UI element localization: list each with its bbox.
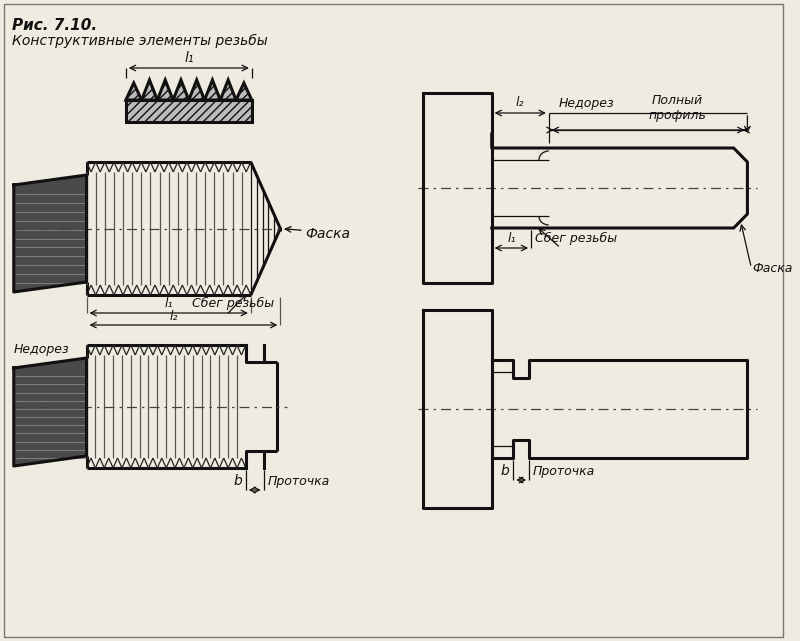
Bar	[126, 100, 252, 122]
Text: Фаска: Фаска	[305, 226, 350, 240]
Text: Рис. 7.10.: Рис. 7.10.	[12, 18, 97, 33]
Text: Проточка: Проточка	[533, 465, 595, 478]
Polygon shape	[14, 358, 86, 466]
Polygon shape	[158, 80, 173, 100]
Text: Фаска: Фаска	[752, 262, 793, 274]
Text: l₁: l₁	[507, 232, 516, 245]
Text: Недорез: Недорез	[558, 97, 614, 110]
Text: l₂: l₂	[170, 310, 178, 323]
Text: Полный
профиль: Полный профиль	[649, 94, 706, 122]
Text: Недорез: Недорез	[14, 343, 70, 356]
Polygon shape	[236, 83, 252, 100]
Text: l₂: l₂	[516, 96, 525, 109]
Text: b: b	[501, 464, 510, 478]
Polygon shape	[14, 175, 86, 292]
Text: b: b	[233, 474, 242, 488]
Text: Сбег резьбы: Сбег резьбы	[535, 232, 617, 245]
Text: l₁: l₁	[165, 297, 173, 310]
Polygon shape	[205, 80, 220, 100]
Polygon shape	[220, 80, 236, 100]
Text: Проточка: Проточка	[267, 475, 330, 488]
Text: l₁: l₁	[184, 51, 194, 65]
Polygon shape	[173, 80, 189, 100]
Text: Конструктивные элементы резьбы: Конструктивные элементы резьбы	[12, 34, 267, 48]
Polygon shape	[189, 80, 205, 100]
Polygon shape	[126, 83, 142, 100]
Polygon shape	[142, 80, 158, 100]
Text: Сбег резьбы: Сбег резьбы	[192, 297, 274, 310]
